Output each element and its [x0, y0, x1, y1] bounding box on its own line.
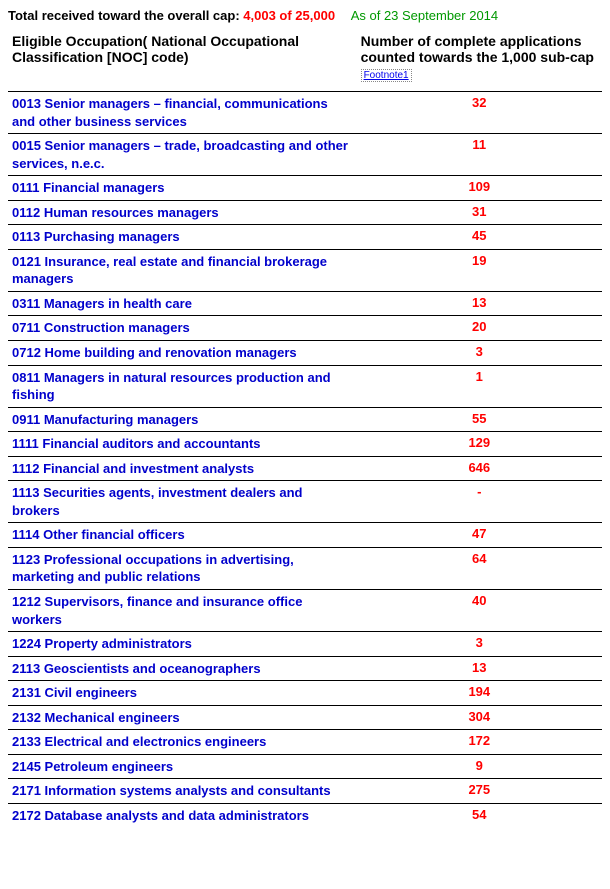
occupation-cell: 2132 Mechanical engineers [8, 705, 357, 730]
occupation-cell: 1114 Other financial officers [8, 523, 357, 548]
count-cell: 55 [357, 407, 602, 432]
table-row: 0911 Manufacturing managers55 [8, 407, 602, 432]
occupation-cell: 0111 Financial managers [8, 176, 357, 201]
occupation-cell: 2145 Petroleum engineers [8, 754, 357, 779]
occupation-cell: 0112 Human resources managers [8, 200, 357, 225]
count-cell: 31 [357, 200, 602, 225]
count-cell: 45 [357, 225, 602, 250]
table-row: 2113 Geoscientists and oceanographers13 [8, 656, 602, 681]
occupation-cell: 0013 Senior managers – financial, commun… [8, 92, 357, 134]
table-row: 2171 Information systems analysts and co… [8, 779, 602, 804]
count-cell: 32 [357, 92, 602, 134]
occupation-table: Eligible Occupation( National Occupation… [8, 29, 602, 828]
overall-cap-header: Total received toward the overall cap: 4… [8, 8, 602, 23]
count-cell: 3 [357, 632, 602, 657]
occupation-cell: 0712 Home building and renovation manage… [8, 341, 357, 366]
count-cell: 9 [357, 754, 602, 779]
occupation-cell: 0711 Construction managers [8, 316, 357, 341]
occupation-cell: 1112 Financial and investment analysts [8, 456, 357, 481]
occupation-cell: 1113 Securities agents, investment deale… [8, 481, 357, 523]
occupation-cell: 2172 Database analysts and data administ… [8, 803, 357, 827]
occupation-cell: 1123 Professional occupations in adverti… [8, 547, 357, 589]
count-cell: 47 [357, 523, 602, 548]
count-cell: 40 [357, 590, 602, 632]
table-row: 0712 Home building and renovation manage… [8, 341, 602, 366]
overall-cap-asof: As of 23 September 2014 [351, 8, 498, 23]
count-cell: 11 [357, 134, 602, 176]
table-row: 1224 Property administrators3 [8, 632, 602, 657]
footnote-link[interactable]: Footnote1 [361, 69, 412, 82]
table-row: 0811 Managers in natural resources produ… [8, 365, 602, 407]
table-row: 1111 Financial auditors and accountants1… [8, 432, 602, 457]
table-row: 0121 Insurance, real estate and financia… [8, 249, 602, 291]
count-cell: 129 [357, 432, 602, 457]
table-row: 2132 Mechanical engineers304 [8, 705, 602, 730]
table-row: 0113 Purchasing managers45 [8, 225, 602, 250]
col-header-count: Number of complete applications counted … [357, 29, 602, 92]
count-cell: 194 [357, 681, 602, 706]
count-cell: - [357, 481, 602, 523]
count-cell: 275 [357, 779, 602, 804]
table-row: 0013 Senior managers – financial, commun… [8, 92, 602, 134]
overall-cap-count: 4,003 of 25,000 [243, 8, 335, 23]
table-row: 0711 Construction managers20 [8, 316, 602, 341]
occupation-cell: 0015 Senior managers – trade, broadcasti… [8, 134, 357, 176]
table-row: 0311 Managers in health care13 [8, 291, 602, 316]
occupation-cell: 2171 Information systems analysts and co… [8, 779, 357, 804]
count-cell: 20 [357, 316, 602, 341]
count-cell: 64 [357, 547, 602, 589]
table-row: 1114 Other financial officers47 [8, 523, 602, 548]
occupation-cell: 2131 Civil engineers [8, 681, 357, 706]
occupation-cell: 0911 Manufacturing managers [8, 407, 357, 432]
table-row: 2172 Database analysts and data administ… [8, 803, 602, 827]
table-row: 1113 Securities agents, investment deale… [8, 481, 602, 523]
table-row: 0112 Human resources managers31 [8, 200, 602, 225]
table-row: 0015 Senior managers – trade, broadcasti… [8, 134, 602, 176]
occupation-cell: 0121 Insurance, real estate and financia… [8, 249, 357, 291]
table-row: 1112 Financial and investment analysts64… [8, 456, 602, 481]
count-cell: 19 [357, 249, 602, 291]
count-cell: 13 [357, 656, 602, 681]
count-cell: 646 [357, 456, 602, 481]
count-cell: 304 [357, 705, 602, 730]
occupation-cell: 1111 Financial auditors and accountants [8, 432, 357, 457]
count-cell: 1 [357, 365, 602, 407]
col-header-occupation: Eligible Occupation( National Occupation… [8, 29, 357, 92]
table-row: 1212 Supervisors, finance and insurance … [8, 590, 602, 632]
occupation-cell: 1224 Property administrators [8, 632, 357, 657]
table-row: 0111 Financial managers109 [8, 176, 602, 201]
count-cell: 109 [357, 176, 602, 201]
table-row: 1123 Professional occupations in adverti… [8, 547, 602, 589]
count-cell: 54 [357, 803, 602, 827]
count-cell: 3 [357, 341, 602, 366]
count-cell: 13 [357, 291, 602, 316]
overall-cap-prefix: Total received toward the overall cap: [8, 8, 243, 23]
occupation-cell: 1212 Supervisors, finance and insurance … [8, 590, 357, 632]
occupation-cell: 2133 Electrical and electronics engineer… [8, 730, 357, 755]
occupation-cell: 2113 Geoscientists and oceanographers [8, 656, 357, 681]
occupation-cell: 0811 Managers in natural resources produ… [8, 365, 357, 407]
table-row: 2133 Electrical and electronics engineer… [8, 730, 602, 755]
count-cell: 172 [357, 730, 602, 755]
occupation-cell: 0113 Purchasing managers [8, 225, 357, 250]
table-row: 2145 Petroleum engineers9 [8, 754, 602, 779]
table-row: 2131 Civil engineers194 [8, 681, 602, 706]
occupation-cell: 0311 Managers in health care [8, 291, 357, 316]
